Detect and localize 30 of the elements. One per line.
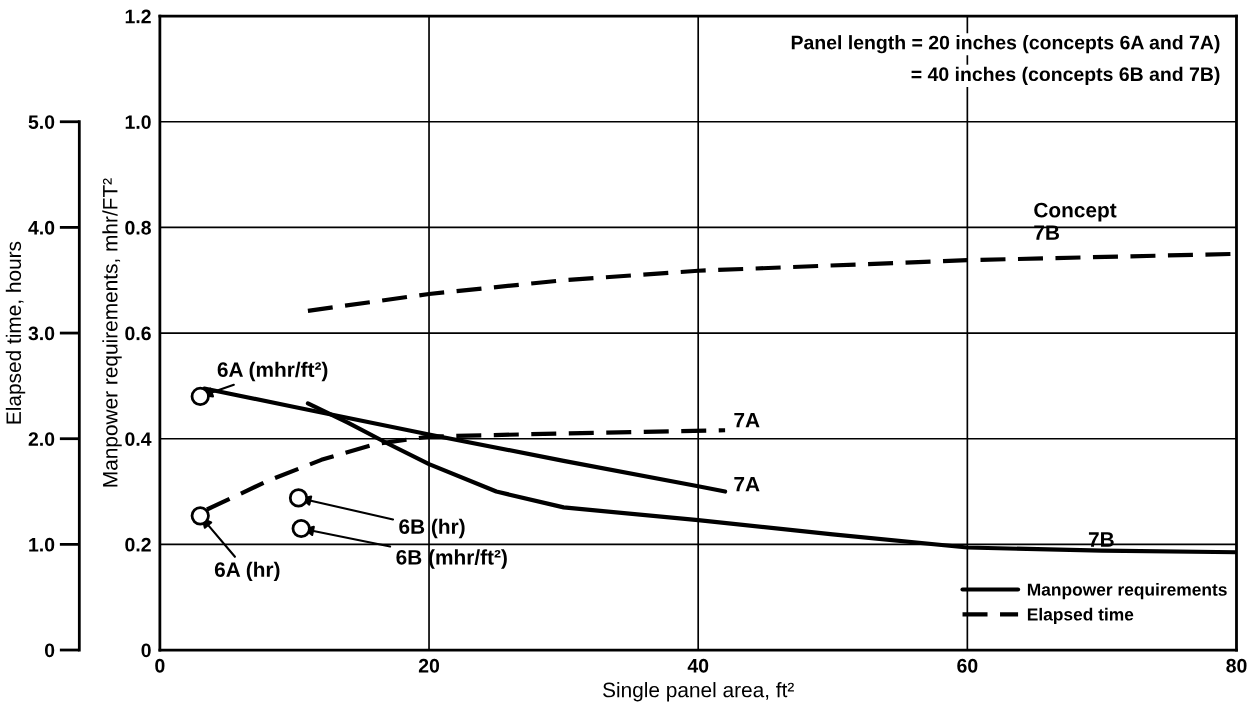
y-tick-label: 0.2: [125, 537, 151, 552]
y-tick-label: 1.2: [125, 9, 151, 24]
x-axis-title: Single panel area, ft²: [603, 682, 794, 702]
y-tick-label: 0: [141, 643, 151, 658]
annotation: 6A (mhr/ft²): [217, 361, 328, 382]
annotation: 6A (hr): [214, 561, 280, 582]
y-tick-label: 0.4: [125, 432, 152, 446]
y-tick-label: 0.6: [125, 326, 151, 341]
x-tick-label: 40: [687, 658, 709, 673]
y2-tick-label: 0: [44, 643, 55, 658]
y2-tick-label: 4.0: [28, 220, 55, 235]
y2-tick-label: 1.0: [29, 537, 55, 552]
annotation: 6B (hr): [399, 518, 465, 539]
y2-tick-label: 3.0: [28, 326, 55, 341]
x-tick-label: 20: [418, 658, 440, 673]
annotation: 7A: [734, 477, 760, 492]
y-axis-title: Manpower requirements, mhr/FT²: [102, 178, 122, 487]
annotation: 7A: [734, 412, 760, 428]
legend-label: Elapsed time: [1027, 607, 1134, 625]
annotation: = 40 inches (concepts 6B and 7B): [911, 66, 1220, 85]
y-tick-label: 0.8: [125, 220, 151, 235]
y-tick-label: 1.0: [125, 115, 151, 129]
y2-tick-label: 2.0: [28, 432, 55, 446]
y2-axis-title: Elapsed time, hours: [5, 241, 26, 424]
legend-label: Manpower requirements: [1027, 583, 1227, 600]
y2-tick-label: 5.0: [28, 115, 55, 129]
x-tick-label: 60: [957, 658, 978, 673]
x-tick-label: 0: [155, 658, 165, 673]
x-tick-label: 80: [1226, 658, 1247, 673]
annotation: Panel length = 20 inches (concepts 6A and 7A): [791, 35, 1220, 54]
